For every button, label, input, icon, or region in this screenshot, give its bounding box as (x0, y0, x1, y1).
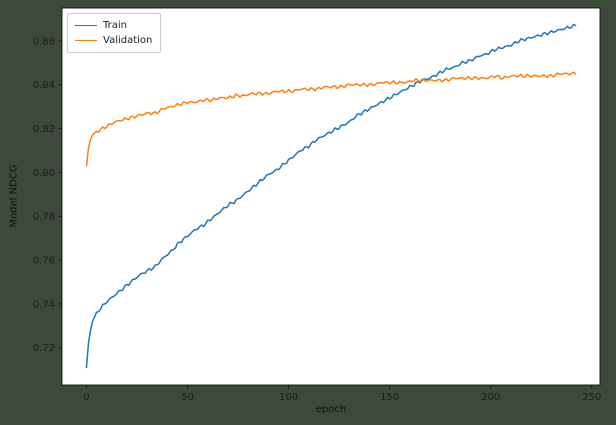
y-tick-label: 0.78 (33, 212, 55, 223)
x-tick-label: 100 (279, 392, 298, 403)
y-tick-label: 0.82 (33, 124, 55, 135)
x-tick-label: 50 (181, 392, 194, 403)
y-tick-label: 0.86 (33, 36, 55, 47)
x-tick-label: 250 (582, 392, 601, 403)
x-tick-label: 200 (481, 392, 500, 403)
legend-item-train: Train (75, 18, 152, 33)
x-tick-label: 150 (380, 392, 399, 403)
plot-area (62, 8, 600, 385)
legend-label-validation: Validation (103, 35, 153, 46)
y-tick-label: 0.76 (33, 256, 55, 267)
validation-line-swatch (75, 40, 97, 41)
axes-spines (61, 7, 601, 386)
legend-item-validation: Validation (75, 33, 152, 48)
legend: Train Validation (67, 13, 162, 53)
y-axis-label: Model NDCG (8, 164, 20, 228)
y-tick-label: 0.72 (33, 343, 55, 354)
x-axis-label: epoch (315, 404, 347, 415)
y-tick-label: 0.84 (33, 80, 55, 91)
train-line (85, 23, 577, 369)
legend-label-train: Train (103, 20, 127, 31)
y-tick-label: 0.80 (33, 168, 55, 179)
validation-line (85, 71, 577, 167)
y-tick-label: 0.74 (33, 299, 55, 310)
x-tick-label: 0 (83, 392, 89, 403)
train-line-swatch (75, 25, 97, 26)
